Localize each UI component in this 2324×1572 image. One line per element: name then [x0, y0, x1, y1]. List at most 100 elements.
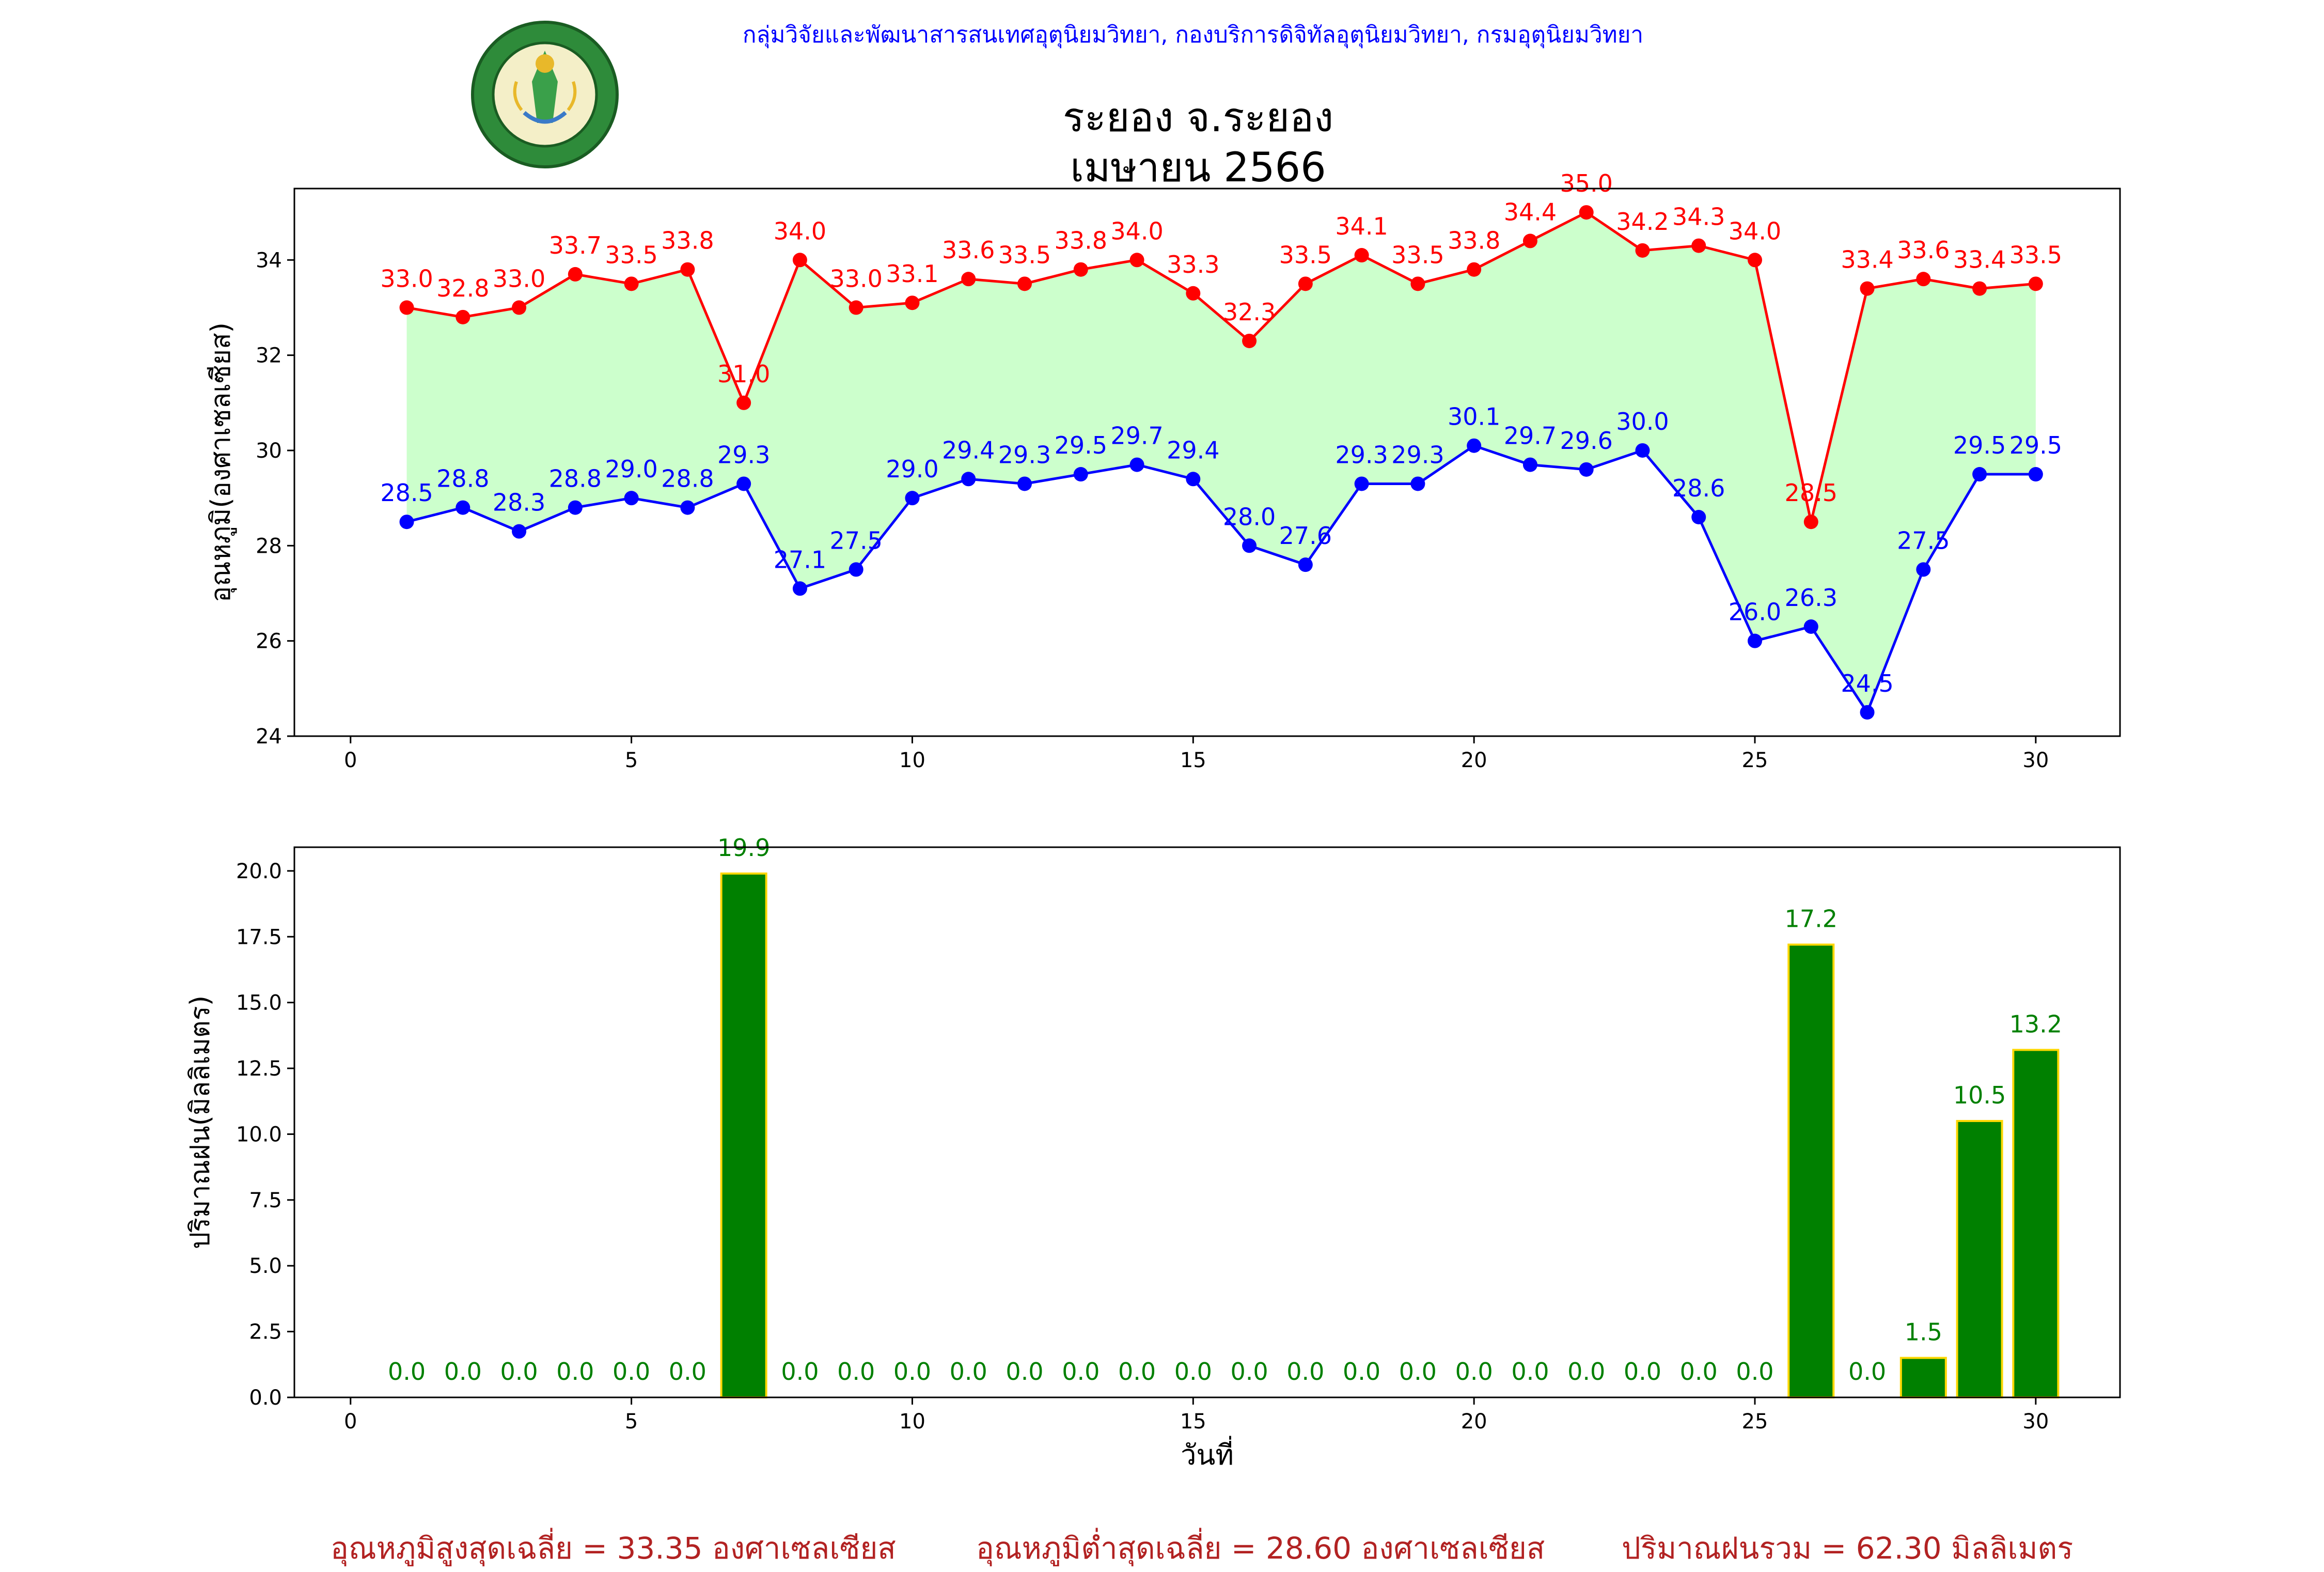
max-temp-point	[2028, 276, 2043, 291]
min-temp-point	[456, 500, 470, 515]
rain-bar	[1899, 1357, 1947, 1399]
y-tick-label: 30	[256, 439, 282, 463]
y-tick-label: 2.5	[249, 1320, 282, 1344]
max-temp-data-label: 34.0	[1729, 217, 1781, 245]
min-temp-data-label: 29.5	[1953, 431, 2006, 459]
rain-bar	[2012, 1049, 2060, 1398]
max-temp-data-label: 33.4	[1841, 246, 1893, 274]
max-temp-line	[406, 211, 2036, 522]
max-temp-point	[1916, 272, 1931, 287]
rain-data-label: 0.0	[1624, 1358, 1661, 1386]
x-tick-label: 20	[1461, 1410, 1487, 1434]
min-temp-point	[792, 581, 807, 596]
min-temp-data-label: 28.8	[661, 465, 714, 493]
min-temp-data-label: 30.1	[1448, 403, 1500, 431]
min-temp-point	[849, 562, 863, 577]
min-temp-data-label: 29.7	[1504, 422, 1557, 450]
max-temp-data-label: 33.8	[1055, 227, 1107, 255]
min-temp-data-label: 28.5	[380, 479, 433, 507]
max-temp-point	[1803, 515, 1818, 530]
max-temp-data-label: 34.0	[774, 217, 826, 245]
max-temp-point	[849, 300, 863, 315]
min-temp-point	[680, 500, 695, 515]
max-temp-point	[792, 253, 807, 268]
rain-data-label: 0.0	[1118, 1358, 1156, 1386]
rain-data-label: 0.0	[1680, 1358, 1718, 1386]
chart-title-line1: ระยอง จ.ระยอง	[1062, 95, 1334, 141]
max-temp-data-label: 33.8	[1448, 227, 1500, 255]
min-temp-data-label: 24.5	[1841, 670, 1893, 697]
rainfall-chart: 0.0 0.0 0.0 0.0 0.0 0.019.90.0 0.0 0.0 0.0 0.0 0.0…	[185, 834, 2121, 1471]
x-tick-label: 15	[1180, 1410, 1206, 1434]
rain-data-label: 0.0	[613, 1358, 650, 1386]
max-temp-point	[1691, 238, 1706, 253]
min-temp-point	[1073, 467, 1088, 482]
min-temp-point	[1467, 438, 1482, 453]
rain-bar	[720, 872, 767, 1398]
rain-data-label: 0.0	[1006, 1358, 1043, 1386]
min-temp-point	[568, 500, 583, 515]
x-tick-label: 20	[1461, 749, 1487, 772]
max-temp-data-label: 35.0	[1560, 169, 1612, 197]
max-temp-point	[399, 300, 414, 315]
max-temp-point	[680, 262, 695, 277]
max-temp-point	[1860, 281, 1875, 296]
footer-avg-min: อุณหภูมิต่ำสุดเฉลี่ย = 28.60 องศาเซลเซีย…	[976, 1531, 1545, 1566]
max-temp-data-label: 33.8	[661, 227, 714, 255]
y-tick-label: 0.0	[249, 1386, 282, 1410]
x-tick-label: 30	[2022, 749, 2049, 772]
min-temp-data-label: 29.3	[1391, 441, 1444, 469]
min-temp-data-label: 26.0	[1729, 598, 1781, 626]
max-temp-point	[1972, 281, 1987, 296]
temperature-y-axis-label: อุณหภูมิ(องศาเซลเซียส)	[206, 322, 237, 602]
max-temp-data-label: 33.4	[1953, 246, 2006, 274]
min-temp-data-label: 29.4	[1167, 436, 1219, 464]
max-temp-data-label: 31.0	[717, 360, 770, 388]
min-temp-data-label: 26.3	[1785, 584, 1838, 612]
max-temp-point	[1354, 248, 1369, 263]
max-temp-point	[1129, 253, 1144, 268]
min-temp-data-label: 28.3	[493, 489, 545, 517]
min-temp-data-label: 29.5	[1055, 431, 1107, 459]
min-temp-data-label: 29.4	[942, 436, 995, 464]
chart-title-line2: เมษายน 2566	[1070, 145, 1326, 191]
min-temp-point	[736, 476, 751, 491]
rain-data-label: 1.5	[1905, 1318, 1942, 1346]
max-temp-data-label: 33.1	[886, 260, 938, 288]
rain-data-label: 0.0	[950, 1358, 987, 1386]
max-temp-data-label: 33.0	[380, 264, 433, 292]
min-temp-data-label: 29.3	[1335, 441, 1388, 469]
min-temp-point	[1354, 476, 1369, 491]
min-temp-point	[1691, 510, 1706, 524]
org-header-text: กลุ่มวิจัยและพัฒนาสารสนเทศอุตุนิยมวิทยา,…	[742, 22, 1644, 48]
max-temp-point	[905, 295, 920, 310]
rainfall-plot-frame	[293, 846, 2121, 1398]
rain-data-label: 0.0	[444, 1358, 482, 1386]
x-tick-label: 5	[625, 749, 638, 772]
y-tick-label: 26	[256, 630, 282, 653]
rain-data-label: 0.0	[556, 1358, 594, 1386]
x-tick-label: 25	[1742, 749, 1768, 772]
rain-data-label: 10.5	[1953, 1081, 2006, 1109]
y-tick-label: 24	[256, 725, 282, 749]
min-temp-data-label: 29.7	[1110, 422, 1163, 450]
max-temp-data-label: 33.5	[1391, 241, 1444, 269]
max-temp-data-label: 32.3	[1223, 298, 1276, 326]
min-temp-data-label: 29.3	[717, 441, 770, 469]
max-temp-point	[1298, 276, 1313, 291]
rain-data-label: 17.2	[1785, 905, 1838, 933]
temperature-range-fill	[406, 212, 2036, 712]
rain-data-label: 0.0	[1343, 1358, 1380, 1386]
min-temp-point	[905, 491, 920, 506]
max-temp-point	[568, 267, 583, 282]
rain-data-label: 0.0	[893, 1358, 931, 1386]
rain-data-label: 0.0	[669, 1358, 706, 1386]
max-temp-point	[456, 309, 470, 324]
y-tick-label: 10.0	[236, 1123, 282, 1146]
meteorological-department-logo	[471, 21, 619, 168]
min-temp-point	[512, 524, 527, 539]
y-tick-label: 32	[256, 344, 282, 368]
max-temp-data-label: 33.7	[549, 231, 602, 259]
min-temp-data-label: 29.0	[886, 455, 938, 483]
max-temp-point	[624, 276, 639, 291]
